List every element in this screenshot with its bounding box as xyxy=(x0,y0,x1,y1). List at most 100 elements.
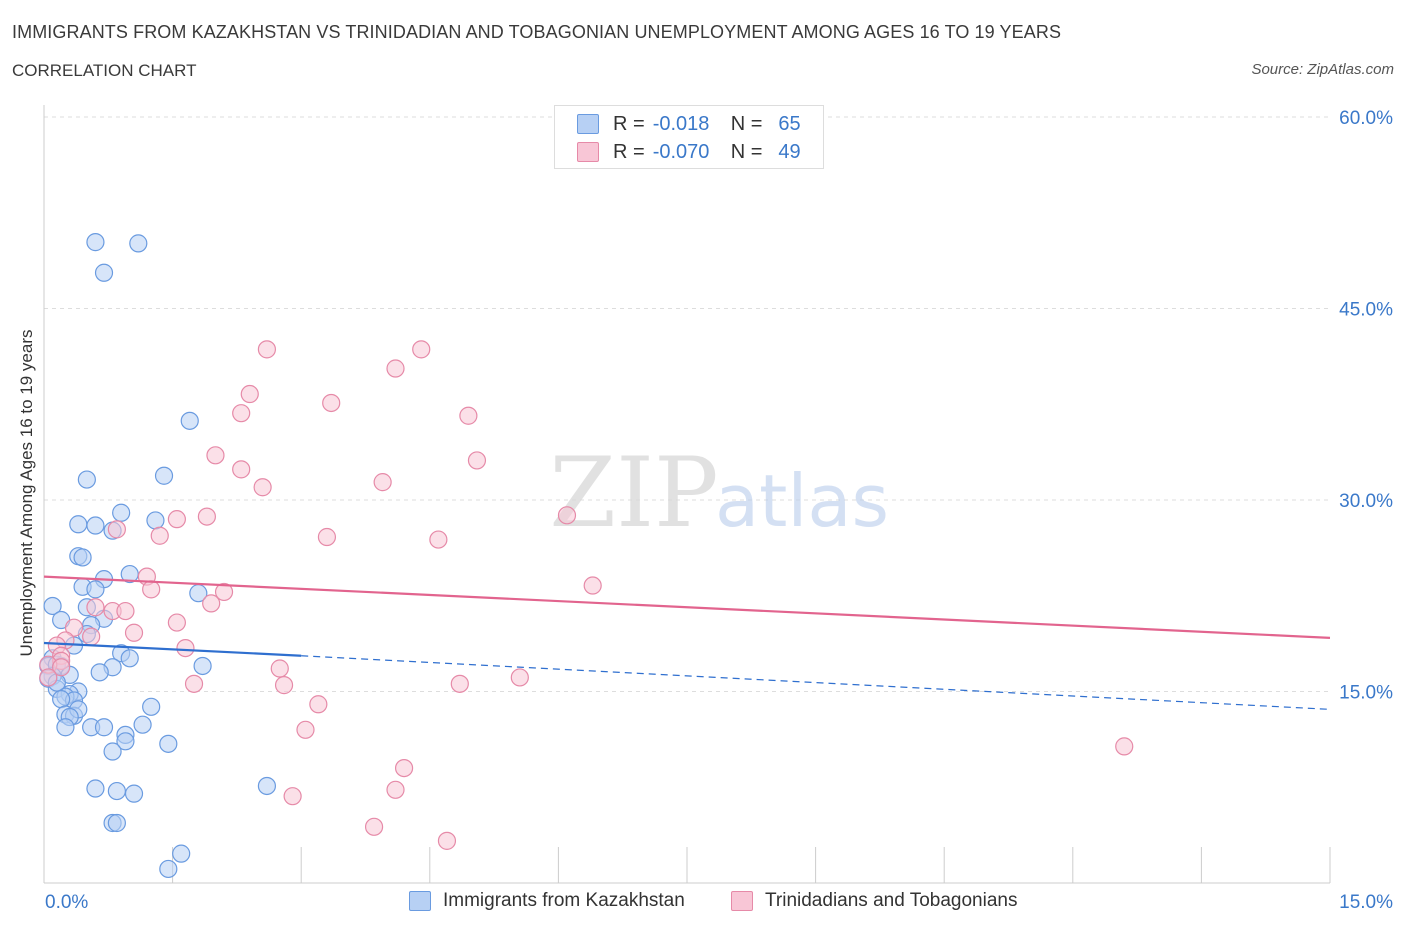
trinidad-point xyxy=(232,460,251,479)
trinidad-point xyxy=(116,601,135,621)
chart-title: IMMIGRANTS FROM KAZAKHSTAN VS TRINIDADIA… xyxy=(12,22,1062,42)
kazakhstan-point xyxy=(52,690,71,709)
trinidad-point xyxy=(176,638,195,658)
trinidad-trend-line xyxy=(43,575,1331,639)
kazakhstan-point xyxy=(86,580,105,599)
kazakhstan-point xyxy=(90,663,109,682)
kazakhstan-swatch xyxy=(577,114,599,134)
trinidad-point xyxy=(412,340,431,359)
trinidad-point xyxy=(309,695,328,714)
kazakhstan-point xyxy=(180,411,199,430)
kazakhstan-point xyxy=(146,511,165,530)
n-value: 49 xyxy=(778,140,801,163)
trinidad-point xyxy=(184,674,204,693)
trinidad-point xyxy=(364,817,384,836)
source-credit: Source: ZipAtlas.com xyxy=(1251,61,1394,78)
trinidad-swatch xyxy=(577,142,599,162)
r-value: -0.070 xyxy=(652,140,710,163)
trinidad-point xyxy=(1115,737,1134,756)
watermark-zip: ZIP xyxy=(549,437,718,549)
trinidad-point xyxy=(296,720,315,739)
trinidad-point xyxy=(206,446,225,465)
trinidad-point xyxy=(167,510,186,529)
chart-subtitle: CORRELATION CHART xyxy=(12,61,197,80)
trinidad-point xyxy=(274,676,294,695)
trinidad-point xyxy=(322,393,341,413)
trinidad-point xyxy=(270,659,289,678)
trinidad-point xyxy=(232,404,251,423)
trinidad-point xyxy=(437,831,457,850)
kazakhstan-point xyxy=(86,233,105,252)
trinidad-point xyxy=(510,668,529,687)
kazakhstan-point xyxy=(124,784,144,803)
y-axis-label: Unemployment Among Ages 16 to 19 years xyxy=(17,329,36,657)
trinidad-point xyxy=(167,613,186,632)
y-tick-label: 30.0% xyxy=(1339,491,1393,512)
kazakhstan-point xyxy=(154,466,174,485)
trinidad-point xyxy=(39,668,58,687)
trinidad-point xyxy=(450,674,469,693)
trinidad-point xyxy=(253,478,272,497)
kazakhstan-point xyxy=(172,844,191,863)
kazakhstan-point xyxy=(159,734,178,753)
kazakhstan-point xyxy=(86,779,105,798)
trinidad-point xyxy=(202,594,221,613)
r-label: R = xyxy=(613,112,645,135)
trinidad-point xyxy=(283,787,302,806)
y-tick-label: 60.0% xyxy=(1339,108,1393,129)
kazakhstan-point xyxy=(257,776,277,796)
kazakhstan-trend-extension xyxy=(301,655,1331,710)
kazakhstan-point xyxy=(86,516,105,535)
trinidad-point xyxy=(429,530,448,549)
trinidad-point xyxy=(459,406,478,425)
stats-legend: R = -0.018 N = 65 R = -0.070 N = 49 xyxy=(554,105,824,169)
kazakhstan-point xyxy=(133,715,152,734)
legend-item-kazakhstan[interactable]: Immigrants from Kazakhstan xyxy=(409,890,685,912)
trinidad-point xyxy=(386,780,405,799)
trinidad-point xyxy=(124,623,144,642)
trinidad-point xyxy=(64,618,84,637)
r-label: R = xyxy=(613,140,645,163)
trinidad-point xyxy=(240,384,259,404)
kazakhstan-point xyxy=(56,718,75,737)
y-tick-label: 45.0% xyxy=(1339,300,1393,321)
trinidad-point xyxy=(82,627,101,646)
y-tick-label: 15.0% xyxy=(1339,683,1393,704)
trinidad-point xyxy=(583,576,602,595)
legend-label: Immigrants from Kazakhstan xyxy=(443,890,685,911)
kazakhstan-point xyxy=(193,656,212,676)
trinidad-point xyxy=(107,520,126,539)
legend-item-trinidad[interactable]: Trinidadians and Tobagonians xyxy=(731,890,1017,912)
kazakhstan-point xyxy=(159,859,178,879)
kazakhstan-trend-line xyxy=(43,641,302,657)
r-value: -0.018 xyxy=(652,112,710,135)
trinidad-point xyxy=(386,359,405,378)
kazakhstan-point xyxy=(107,781,126,801)
trinidad-point xyxy=(197,507,216,526)
trinidad-point xyxy=(214,582,234,602)
n-label: N = xyxy=(730,112,763,135)
trinidad-point xyxy=(373,473,392,492)
watermark-atlas: atlas xyxy=(715,459,889,543)
trinidad-point xyxy=(317,527,337,547)
kazakhstan-point xyxy=(94,718,114,737)
trinidad-point xyxy=(394,758,414,778)
kazakhstan-point xyxy=(129,234,148,253)
x-tick-label: 0.0% xyxy=(45,892,88,913)
kazakhstan-point xyxy=(103,742,122,761)
kazakhstan-point xyxy=(120,649,139,668)
trinidad-point xyxy=(150,526,169,545)
x-tick-label: 15.0% xyxy=(1339,892,1393,913)
n-value: 65 xyxy=(778,112,801,135)
kazakhstan-point xyxy=(94,263,114,282)
trinidad-point xyxy=(52,658,71,677)
kazakhstan-point xyxy=(142,697,161,716)
kazakhstan-point xyxy=(73,548,92,567)
stats-row-trinidad: R = -0.070 N = 49 xyxy=(577,140,801,164)
kazakhstan-point xyxy=(43,596,62,616)
trinidad-swatch xyxy=(731,891,753,911)
trinidad-point xyxy=(467,451,487,470)
kazakhstan-point xyxy=(107,813,126,833)
n-label: N = xyxy=(730,140,763,163)
